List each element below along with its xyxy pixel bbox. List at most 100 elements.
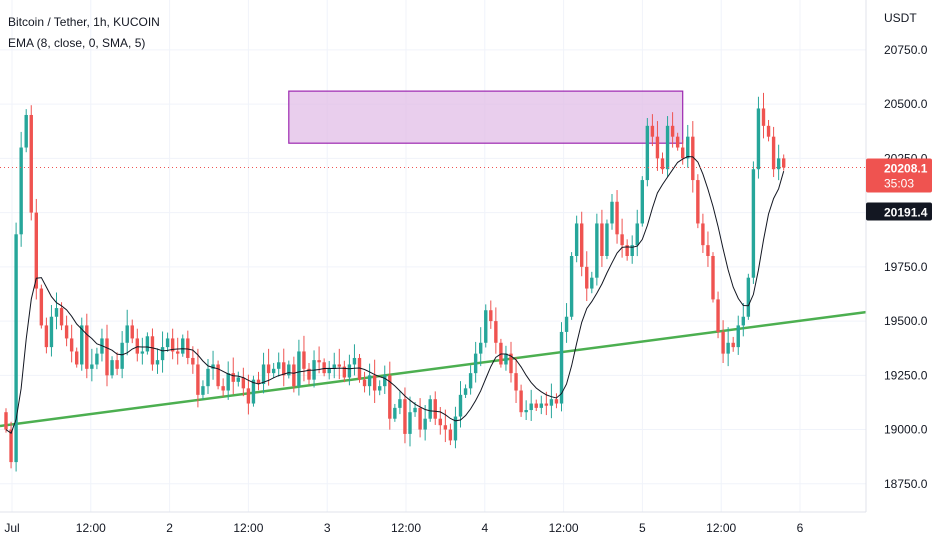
candle-up xyxy=(226,361,230,400)
time-tick-label: 6 xyxy=(797,521,804,535)
candle-body xyxy=(49,316,54,348)
supply-zone xyxy=(288,90,684,144)
candle-down xyxy=(514,357,518,404)
time-tick-label: 4 xyxy=(481,521,488,535)
candle-up xyxy=(378,380,382,396)
candle-body xyxy=(706,245,710,256)
candle-body xyxy=(524,410,528,413)
candle-down xyxy=(39,284,44,329)
candle-body xyxy=(544,403,549,406)
time-tick-label: 3 xyxy=(324,521,331,535)
candle-body xyxy=(771,136,776,170)
candle-up xyxy=(605,219,609,260)
candle-up xyxy=(367,363,372,396)
candles xyxy=(4,92,786,472)
candle-down xyxy=(438,406,442,435)
candle-up xyxy=(90,348,94,382)
candle-body xyxy=(378,386,382,391)
candle-up xyxy=(630,235,634,264)
candle-body xyxy=(605,223,609,256)
candle-body xyxy=(80,325,84,365)
candle-up xyxy=(756,96,761,179)
candle-body xyxy=(615,201,619,235)
candle-body xyxy=(489,310,493,322)
price-tick-label: 18750.0 xyxy=(884,477,928,491)
candle-body xyxy=(610,201,614,224)
candle-body xyxy=(751,169,756,278)
candle-up xyxy=(640,176,644,227)
candle-body xyxy=(261,364,266,384)
candle-body xyxy=(428,399,432,419)
candle-body xyxy=(675,136,680,148)
candle-up xyxy=(524,400,528,421)
candle-body xyxy=(150,336,155,365)
candle-body xyxy=(534,403,538,408)
candle-up xyxy=(428,395,432,422)
candle-up xyxy=(145,332,150,355)
candle-down xyxy=(701,213,705,253)
candle-body xyxy=(484,310,488,343)
time-tick-label: 12:00 xyxy=(549,521,579,535)
candle-down xyxy=(69,324,74,363)
time-tick-label: 12:00 xyxy=(706,521,736,535)
candle-body xyxy=(711,256,715,300)
candle-down xyxy=(721,320,725,363)
candle-body xyxy=(468,373,473,389)
time-tick-label: 5 xyxy=(639,521,646,535)
symbol-title[interactable]: Bitcoin / Tether, 1h, KUCOIN xyxy=(8,15,160,29)
candle-down xyxy=(150,328,155,371)
candle-down xyxy=(292,356,296,393)
candle-down xyxy=(176,337,180,365)
trendline-segment xyxy=(0,310,867,428)
candle-body xyxy=(403,399,407,434)
candle-down xyxy=(85,313,89,379)
candle-body xyxy=(408,412,412,434)
candle-up xyxy=(140,337,145,365)
candle-body xyxy=(514,373,518,391)
ema-indicator-label[interactable]: EMA (8, close, 0, SMA, 5) xyxy=(8,36,146,50)
price-tick-label: 20500.0 xyxy=(884,97,928,111)
candle-body xyxy=(756,108,761,170)
candle-up xyxy=(549,383,554,419)
candle-body xyxy=(569,256,574,317)
candle-down xyxy=(59,302,64,331)
candle-body xyxy=(69,338,74,352)
candle-countdown-label: 35:03 xyxy=(884,176,914,190)
candle-down xyxy=(307,362,311,385)
candle-up xyxy=(155,348,160,374)
candle-body xyxy=(473,353,478,374)
candle-down xyxy=(372,359,377,404)
candle-up xyxy=(559,322,564,412)
currency-label: USDT xyxy=(884,11,917,25)
time-tick-label: 2 xyxy=(166,521,173,535)
candle-down xyxy=(711,252,715,303)
candle-up xyxy=(160,331,165,373)
candle-up xyxy=(95,347,99,370)
candle-up xyxy=(347,354,352,386)
time-tick-label: 12:00 xyxy=(233,521,263,535)
candle-up xyxy=(49,305,54,357)
candle-body xyxy=(4,412,8,430)
trendline xyxy=(0,310,867,428)
candle-up xyxy=(408,396,412,447)
candle-body xyxy=(494,321,498,343)
candle-down xyxy=(266,348,271,386)
candle-down xyxy=(115,352,119,376)
candle-down xyxy=(650,114,655,147)
candle-body xyxy=(691,136,695,181)
candle-down xyxy=(766,119,771,142)
candle-body xyxy=(549,399,554,406)
candle-down xyxy=(489,300,493,329)
candle-body xyxy=(655,136,660,159)
candle-up xyxy=(24,109,28,153)
candle-body xyxy=(170,338,175,352)
candle-up xyxy=(271,362,276,378)
candle-body xyxy=(266,364,271,374)
candle-body xyxy=(761,108,766,126)
candle-body xyxy=(413,407,417,413)
candle-body xyxy=(297,351,301,387)
candle-body xyxy=(519,390,523,413)
candle-body xyxy=(332,364,336,369)
